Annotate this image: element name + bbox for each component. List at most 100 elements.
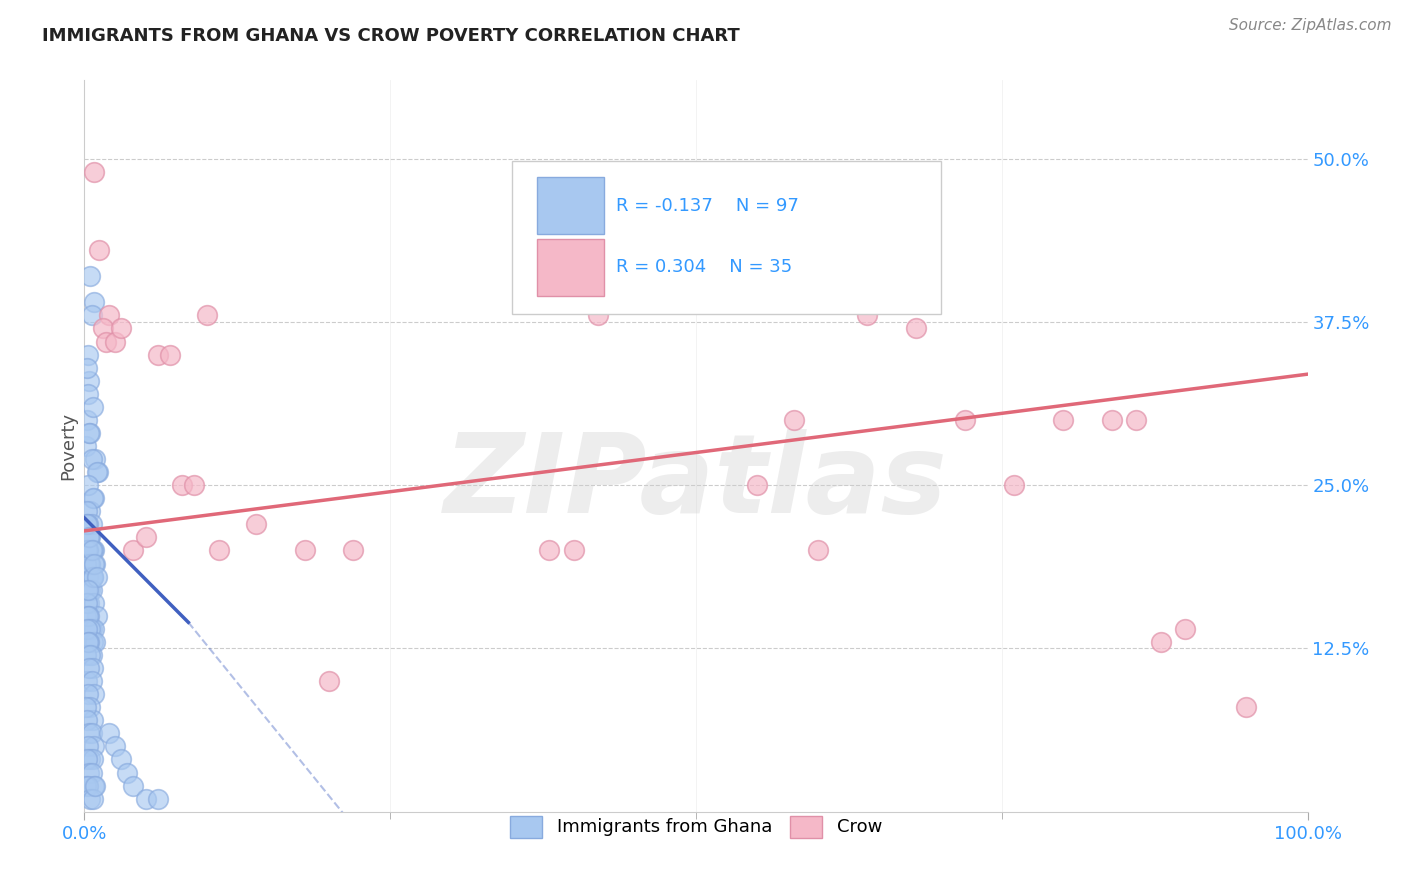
Point — [77, 386, 100, 401]
Point — [75, 557, 97, 571]
Point — [82, 661, 104, 675]
Point — [83, 596, 105, 610]
Point — [82, 714, 104, 728]
Point — [77, 582, 100, 597]
Point — [135, 530, 157, 544]
Point — [80, 582, 103, 597]
Point — [783, 413, 806, 427]
Point — [80, 569, 103, 583]
Point — [91, 321, 114, 335]
Point — [342, 543, 364, 558]
Point — [84, 452, 107, 467]
Point — [79, 752, 101, 766]
Point — [75, 648, 97, 662]
Point — [84, 557, 107, 571]
Point — [79, 648, 101, 662]
Point — [77, 374, 100, 388]
Legend: Immigrants from Ghana, Crow: Immigrants from Ghana, Crow — [501, 806, 891, 847]
Point — [76, 674, 98, 689]
Point — [75, 779, 97, 793]
Point — [83, 739, 105, 754]
Point — [82, 635, 104, 649]
Point — [97, 726, 120, 740]
Point — [76, 622, 98, 636]
Point — [80, 622, 103, 636]
Point — [75, 608, 97, 623]
Point — [122, 779, 145, 793]
Point — [77, 635, 100, 649]
Point — [110, 752, 132, 766]
Point — [83, 557, 105, 571]
Point — [84, 635, 107, 649]
Point — [208, 543, 231, 558]
Point — [79, 700, 101, 714]
Point — [294, 543, 316, 558]
Point — [135, 791, 157, 805]
Point — [82, 791, 104, 805]
Point — [82, 543, 104, 558]
Point — [77, 608, 100, 623]
Point — [76, 360, 98, 375]
Y-axis label: Poverty: Poverty — [59, 412, 77, 480]
Point — [77, 596, 100, 610]
Point — [76, 413, 98, 427]
Point — [953, 413, 976, 427]
Point — [245, 517, 267, 532]
Point — [76, 543, 98, 558]
Point — [77, 543, 100, 558]
Point — [84, 779, 107, 793]
Point — [80, 543, 103, 558]
Point — [146, 348, 169, 362]
Point — [77, 348, 100, 362]
Point — [83, 687, 105, 701]
Point — [1052, 413, 1074, 427]
Point — [1174, 622, 1197, 636]
Point — [79, 504, 101, 518]
Point — [538, 543, 561, 558]
Point — [87, 243, 110, 257]
Point — [80, 648, 103, 662]
Point — [87, 465, 110, 479]
Point — [76, 752, 98, 766]
Point — [75, 439, 97, 453]
Point — [77, 779, 100, 793]
Point — [77, 608, 100, 623]
Point — [122, 543, 145, 558]
FancyBboxPatch shape — [537, 177, 605, 234]
Point — [104, 334, 127, 349]
Point — [159, 348, 181, 362]
Point — [562, 543, 585, 558]
Point — [77, 569, 100, 583]
Point — [80, 517, 103, 532]
Point — [586, 309, 609, 323]
Point — [83, 491, 105, 506]
Point — [79, 557, 101, 571]
Point — [80, 726, 103, 740]
Point — [75, 517, 97, 532]
Point — [82, 569, 104, 583]
Point — [76, 582, 98, 597]
Point — [110, 321, 132, 335]
Text: Source: ZipAtlas.com: Source: ZipAtlas.com — [1229, 18, 1392, 33]
Point — [79, 582, 101, 597]
Point — [80, 674, 103, 689]
Point — [79, 791, 101, 805]
Point — [77, 687, 100, 701]
Point — [1101, 413, 1123, 427]
Text: ZIPatlas: ZIPatlas — [444, 429, 948, 536]
Point — [1236, 700, 1258, 714]
Point — [77, 635, 100, 649]
Point — [79, 530, 101, 544]
Point — [77, 425, 100, 440]
Point — [77, 478, 100, 492]
Point — [83, 779, 105, 793]
Point — [76, 714, 98, 728]
Point — [905, 321, 928, 335]
Text: IMMIGRANTS FROM GHANA VS CROW POVERTY CORRELATION CHART: IMMIGRANTS FROM GHANA VS CROW POVERTY CO… — [42, 27, 740, 45]
Point — [856, 309, 879, 323]
Point — [146, 791, 169, 805]
Point — [79, 269, 101, 284]
Point — [104, 739, 127, 754]
Point — [77, 530, 100, 544]
Point — [79, 425, 101, 440]
